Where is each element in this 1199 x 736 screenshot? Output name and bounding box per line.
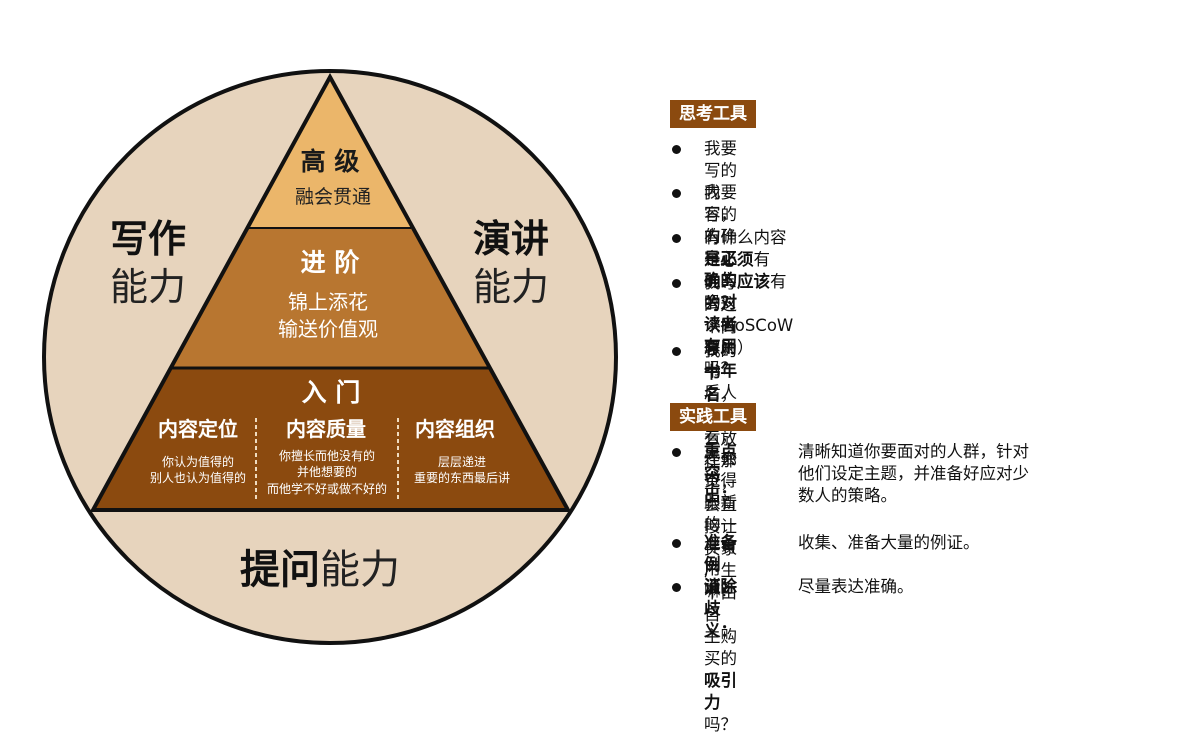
intermediate-title: 进 阶 — [301, 248, 361, 277]
column-title: 内容定位 — [158, 417, 238, 441]
text-run: 吗？ — [704, 715, 737, 734]
text-run-bold: 吸引力 — [704, 671, 737, 712]
column-line: 重要的东西最后讲 — [414, 470, 510, 485]
intermediate-line1: 锦上添花 — [288, 290, 368, 314]
advanced-subtitle: 融会贯通 — [295, 186, 371, 208]
column-line: 层层递进 — [438, 455, 486, 469]
column-line: 别人也认为值得的 — [150, 470, 246, 485]
advanced-title: 高 级 — [301, 147, 360, 176]
speaking-label-bold: 演讲 — [473, 217, 549, 261]
asking-label: 提问能力 — [240, 547, 400, 593]
column-line: 并他想要的 — [297, 464, 357, 479]
column-line: 而他学不好或做不好的 — [267, 481, 387, 496]
speaking-label-rest: 能力 — [473, 265, 549, 309]
column-line: 你认为值得的 — [162, 454, 234, 469]
pyramid-tier-advanced — [249, 77, 411, 228]
ability-diagram: 写作 能力 演讲 能力 提问能力 高 级 融会贯通 进 阶 锦上添花 输送价值观… — [42, 69, 618, 645]
asking-label-rest: 能力 — [320, 547, 400, 593]
intermediate-line2: 输送价值观 — [278, 317, 378, 341]
writing-label-bold: 写作 — [110, 217, 186, 261]
pyramid-tier-intermediate — [170, 228, 490, 368]
pyramid-tier-beginner — [93, 368, 568, 510]
beginner-title: 入 门 — [302, 378, 361, 407]
asking-label-bold: 提问 — [240, 547, 320, 593]
pyramid-outline — [89, 72, 572, 512]
column-line: 你擅长而他没有的 — [279, 448, 375, 463]
column-title: 内容质量 — [286, 417, 366, 441]
column-title: 内容组织 — [415, 417, 495, 441]
writing-label-rest: 能力 — [110, 265, 186, 309]
